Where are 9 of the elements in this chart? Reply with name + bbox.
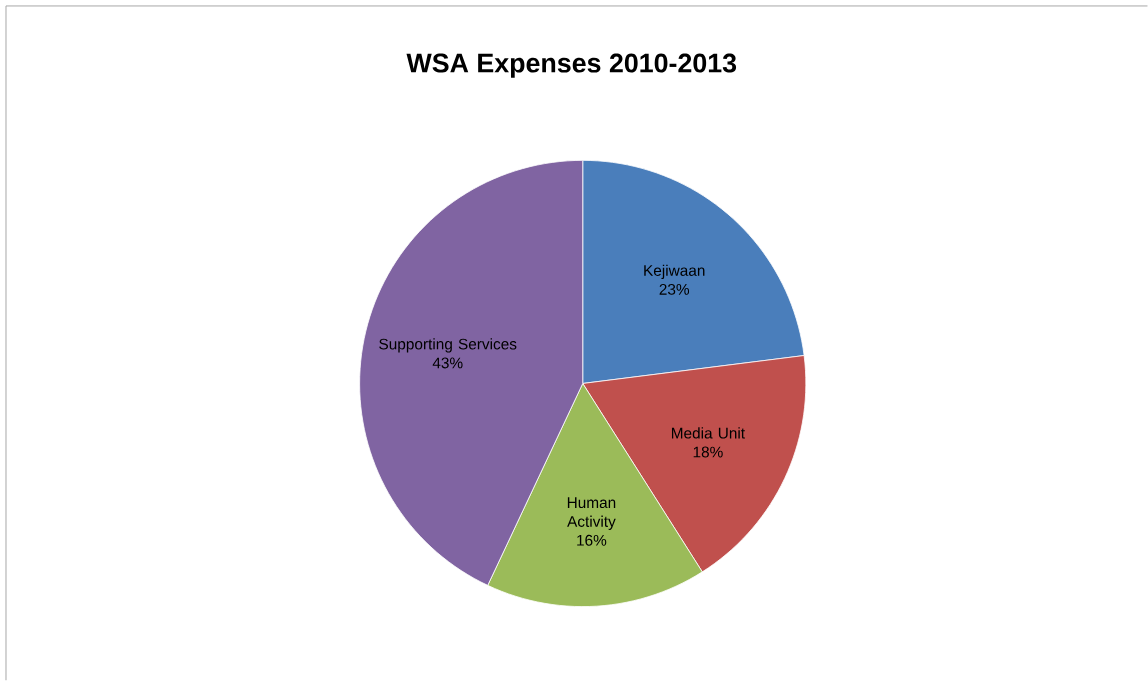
- slice-label: Supporting Services: [379, 338, 517, 353]
- data-label: 16%: [577, 534, 607, 546]
- slice-label: Human Activity: [567, 497, 616, 531]
- slice-label: Kejiwaan: [644, 264, 705, 280]
- chart-title: WSA Expenses 2010-2013: [406, 53, 737, 78]
- data-label: 43%: [432, 357, 463, 369]
- data-label: 23%: [659, 283, 690, 295]
- data-label: 18%: [693, 446, 723, 458]
- slice-label: Media Unit: [671, 427, 745, 439]
